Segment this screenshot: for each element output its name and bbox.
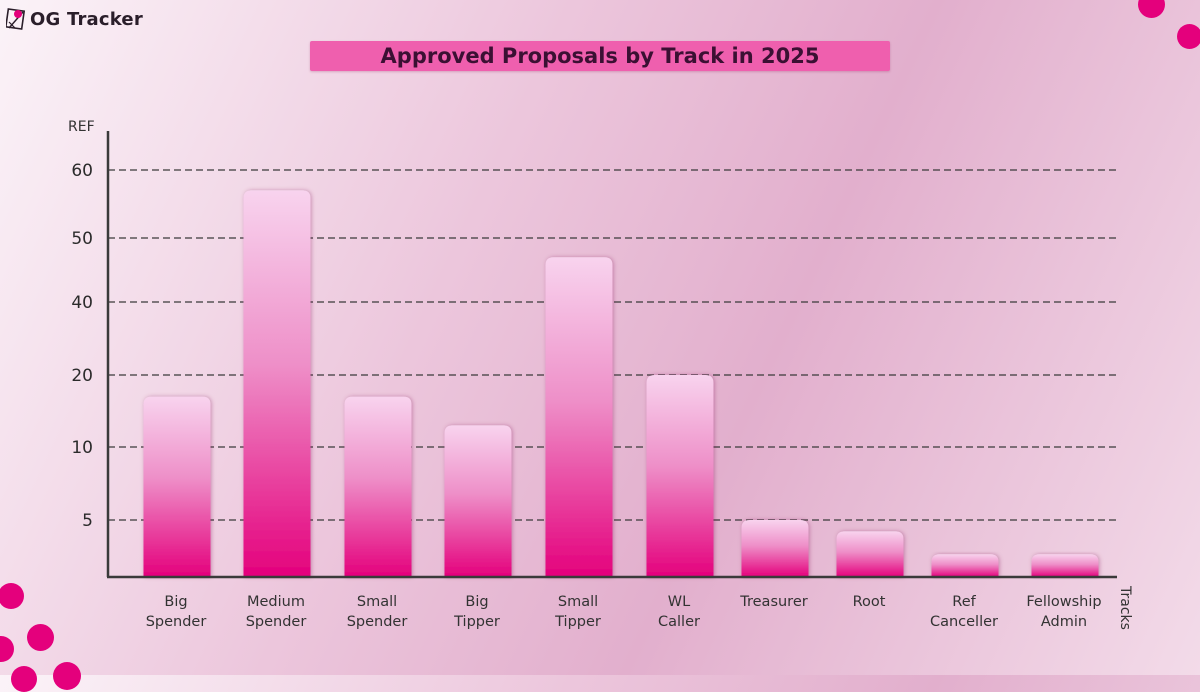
chart-title: Approved Proposals by Track in 2025 xyxy=(380,44,820,68)
decor-dot xyxy=(0,583,24,609)
bar-chart: 5 10 20 40 50 60 Big Spender Medium Spender Small S… xyxy=(68,119,1133,630)
bar xyxy=(545,257,613,577)
y-tick-label: 20 xyxy=(71,366,93,386)
x-tick-label: Treasurer xyxy=(739,594,807,610)
bar xyxy=(646,375,714,577)
x-tick-label: WL Caller xyxy=(658,594,700,630)
x-tick-label: Fellowship Admin xyxy=(1026,594,1101,630)
y-tick-label: 60 xyxy=(71,161,93,181)
y-tick-label: 10 xyxy=(71,438,93,458)
x-tick-label: Medium Spender xyxy=(246,594,307,630)
decor-dot xyxy=(27,624,54,651)
decor-dot xyxy=(1177,24,1200,49)
bar xyxy=(243,190,311,577)
bar xyxy=(1031,554,1099,577)
y-tick-label: 5 xyxy=(82,511,93,531)
bar xyxy=(836,531,904,577)
x-tick-label: Small Spender xyxy=(347,594,408,630)
brand: OG Tracker xyxy=(6,8,143,30)
decor-dot xyxy=(1138,0,1165,18)
x-tick-label: Root xyxy=(853,594,886,610)
bar xyxy=(344,396,412,577)
brand-name: OG Tracker xyxy=(30,8,143,30)
og-logo-icon xyxy=(6,8,26,30)
bar xyxy=(931,554,999,577)
y-tick-label: 40 xyxy=(71,293,93,313)
x-tick-label: Small Tipper xyxy=(554,594,601,630)
y-tick-label: 50 xyxy=(71,229,93,249)
y-axis-title: REF xyxy=(68,119,95,135)
decor-dot xyxy=(0,636,14,662)
x-tick-label: Big Tipper xyxy=(453,594,500,630)
bar xyxy=(741,520,809,577)
chart-title-banner: Approved Proposals by Track in 2025 xyxy=(310,41,890,71)
x-tick-label: Big Spender xyxy=(146,594,207,630)
x-axis-title: Tracks xyxy=(1117,585,1133,630)
x-tick-label: Ref Canceller xyxy=(930,594,998,630)
bar xyxy=(143,396,211,577)
bar xyxy=(444,425,512,577)
